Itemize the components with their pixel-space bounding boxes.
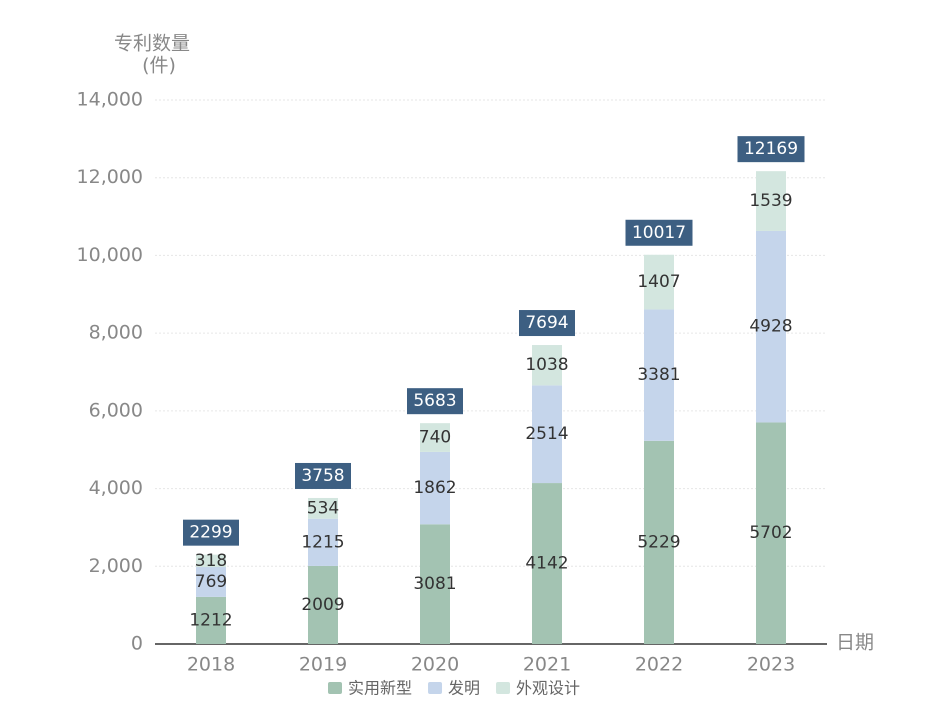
bar-segment — [532, 483, 562, 644]
legend-swatch — [496, 682, 511, 694]
bar-value-label: 5229 — [637, 532, 680, 552]
total-label-box — [407, 388, 463, 415]
total-label: 10017 — [632, 223, 686, 243]
legend-swatch — [328, 682, 342, 694]
total-label: 5683 — [413, 391, 456, 411]
bar-value-label: 2514 — [525, 424, 568, 444]
bar-value-label: 1212 — [189, 610, 232, 630]
total-label-box — [737, 136, 805, 163]
total-label: 2299 — [189, 523, 232, 543]
bar-segment — [644, 254, 674, 310]
bar-segment — [756, 171, 786, 231]
bar-value-label: 1539 — [749, 191, 792, 211]
x-tick-label: 2018 — [187, 654, 235, 676]
bar-segment — [308, 497, 338, 519]
y-tick-label: 10,000 — [77, 244, 143, 266]
y-tick-label: 4,000 — [89, 477, 143, 499]
x-tick-label: 2023 — [747, 654, 795, 676]
bar-segment — [756, 422, 786, 644]
bar-value-label: 5702 — [749, 523, 792, 543]
bar-segment — [420, 524, 450, 644]
y-tick-label: 6,000 — [89, 399, 143, 421]
legend-label: 发明 — [448, 679, 480, 698]
bar-value-label: 1215 — [301, 532, 344, 552]
legend-label: 实用新型 — [348, 679, 412, 698]
total-label-box — [625, 219, 693, 246]
bar-segment — [420, 451, 450, 525]
total-label: 3758 — [301, 466, 344, 486]
x-tick-label: 2020 — [411, 654, 459, 676]
total-label: 12169 — [744, 139, 798, 159]
bar-value-label: 1407 — [637, 272, 680, 292]
bar-value-label: 534 — [307, 498, 339, 518]
y-tick-label: 8,000 — [89, 322, 143, 344]
bar-value-label: 1038 — [525, 355, 568, 375]
bar-segment — [756, 230, 786, 423]
y-tick-label: 0 — [131, 633, 143, 655]
bar-value-label: 2009 — [301, 595, 344, 615]
bar-segment — [308, 518, 338, 566]
y-axis-label: 专利数量 — [114, 33, 190, 55]
bar-value-label: 318 — [195, 551, 227, 571]
bar-segment — [644, 440, 674, 644]
bar-value-label: 769 — [195, 572, 227, 592]
y-tick-label: 12,000 — [77, 166, 143, 188]
total-label-box — [295, 462, 351, 489]
bar-segment — [644, 309, 674, 441]
bar-segment — [532, 345, 562, 386]
total-label-box — [519, 310, 575, 337]
bar-value-label: 1862 — [413, 478, 456, 498]
bar-value-label: 3381 — [637, 365, 680, 385]
bar-value-label: 740 — [419, 428, 451, 448]
bar-segment — [196, 596, 226, 644]
x-tick-label: 2019 — [299, 654, 347, 676]
x-axis-label: 日期 — [836, 632, 874, 654]
y-axis-label: (件) — [142, 55, 176, 77]
bar-segment — [196, 567, 226, 597]
bar-value-label: 4928 — [749, 317, 792, 337]
y-tick-label: 14,000 — [77, 89, 143, 111]
total-label: 7694 — [525, 313, 568, 333]
legend-swatch — [428, 682, 443, 694]
total-label-box — [183, 519, 239, 546]
legend-label: 外观设计 — [516, 679, 580, 698]
bar-segment — [532, 385, 562, 484]
bar-segment — [196, 554, 226, 568]
bar-value-label: 3081 — [413, 574, 456, 594]
bar-segment — [420, 423, 450, 452]
y-tick-label: 2,000 — [89, 555, 143, 577]
x-tick-label: 2022 — [635, 654, 683, 676]
bar-value-label: 4142 — [525, 554, 568, 574]
bar-segment — [308, 565, 338, 644]
x-tick-label: 2021 — [523, 654, 571, 676]
